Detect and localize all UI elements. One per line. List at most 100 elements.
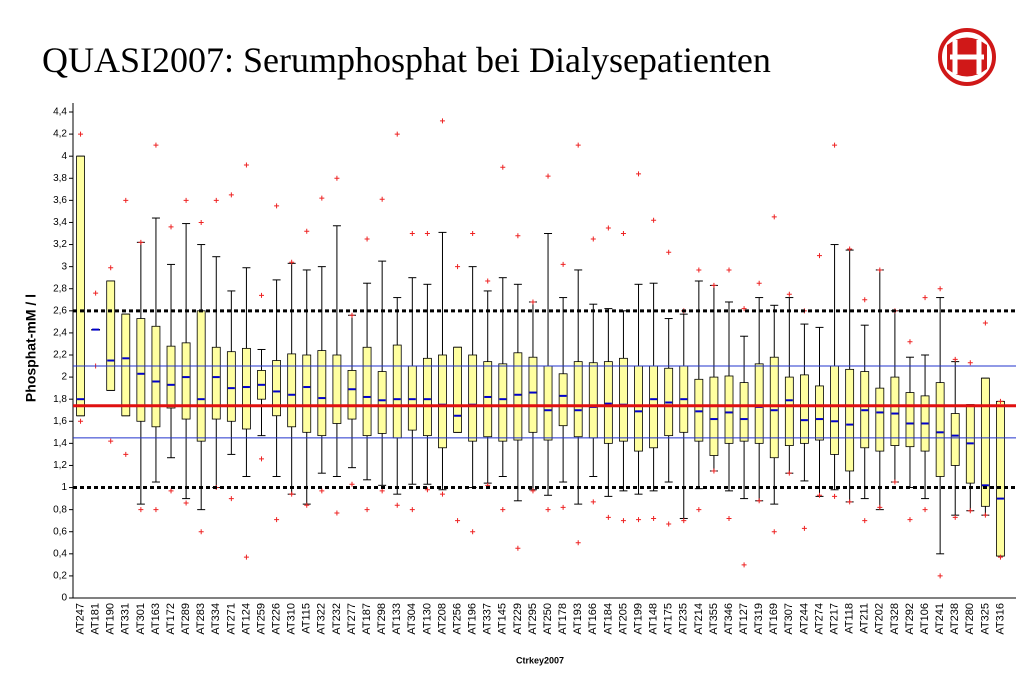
outlier (907, 517, 913, 523)
box (619, 357, 628, 442)
outlier (334, 510, 340, 516)
x-tick-label: AT289 (180, 603, 192, 635)
y-tick-label: 4 (61, 151, 67, 162)
box (543, 365, 553, 441)
outlier (832, 142, 838, 148)
outlier (485, 278, 491, 284)
outlier (967, 508, 973, 514)
outlier (922, 507, 928, 513)
box (603, 361, 613, 444)
y-tick-label: 3,4 (53, 217, 67, 228)
outlier (711, 282, 717, 288)
box (468, 354, 478, 442)
outlier (620, 518, 626, 524)
y-tick-label: 1 (61, 482, 67, 493)
x-tick-label: AT193 (572, 603, 584, 635)
box (106, 280, 116, 391)
outlier (394, 502, 400, 508)
outlier (394, 131, 400, 137)
x-tick-label: AT205 (617, 603, 629, 635)
box (694, 378, 704, 442)
outlier (183, 197, 189, 203)
x-tick-label: AT172 (165, 603, 177, 635)
box (890, 376, 900, 446)
outlier (364, 236, 370, 242)
x-tick-label: AT319 (753, 603, 765, 635)
outlier (590, 499, 596, 505)
outlier (289, 259, 295, 265)
x-tick-label: AT175 (663, 603, 675, 635)
outlier (364, 507, 370, 513)
box (181, 342, 191, 420)
y-tick-label: 2,6 (53, 305, 67, 316)
x-tick-label: AT277 (346, 603, 358, 635)
outlier (726, 267, 732, 273)
x-tick-label: AT322 (316, 603, 328, 635)
box (754, 363, 764, 444)
x-tick-label: AT133 (391, 603, 403, 635)
y-tick-label: 3,6 (53, 195, 67, 206)
outlier (832, 493, 838, 499)
x-tick-label: AT163 (150, 603, 162, 635)
y-tick-label: 0,4 (53, 548, 67, 559)
outlier (545, 507, 551, 513)
box (422, 357, 432, 437)
box (377, 371, 387, 434)
outlier (349, 481, 355, 487)
outlier (259, 292, 265, 298)
box (166, 345, 176, 409)
logo (938, 28, 996, 86)
x-tick-label: AT217 (828, 603, 840, 635)
x-tick-label: AT247 (74, 603, 86, 635)
box (875, 387, 885, 452)
outlier (575, 540, 581, 546)
x-tick-label: AT238 (949, 603, 961, 635)
box (980, 377, 990, 507)
outlier (228, 496, 234, 502)
outlier (771, 529, 777, 535)
outlier (636, 171, 642, 177)
x-tick-label: AT211 (859, 603, 871, 634)
x-tick-label: AT208 (436, 603, 448, 635)
outlier (605, 225, 611, 231)
x-tick-label: AT337 (482, 603, 494, 635)
outlier (651, 515, 657, 521)
outlier (651, 217, 657, 223)
box (272, 360, 281, 417)
outlier (666, 249, 672, 255)
outlier (123, 197, 129, 203)
outlier (666, 521, 672, 527)
box (528, 356, 538, 433)
outlier (756, 280, 762, 286)
x-tick-label: AT325 (979, 603, 991, 635)
box (498, 363, 508, 442)
outlier (937, 573, 943, 579)
outlier (274, 203, 280, 209)
outlier (816, 253, 822, 259)
x-tick-label: AT310 (286, 603, 298, 635)
box (151, 325, 161, 428)
box (845, 368, 855, 472)
x-tick-label: AT292 (904, 603, 916, 635)
x-tick-label: AT280 (964, 603, 976, 635)
outlier (605, 514, 611, 520)
outlier (470, 529, 476, 535)
outlier (982, 320, 988, 326)
box (317, 350, 327, 437)
x-tick-label: AT124 (240, 603, 252, 635)
outlier (726, 515, 732, 521)
box (287, 353, 297, 428)
y-tick-label: 3,2 (53, 239, 67, 250)
outlier (907, 339, 913, 345)
outlier (681, 518, 687, 524)
box (950, 413, 960, 466)
outlier (892, 479, 898, 485)
x-tick-label: AT283 (195, 603, 207, 635)
outlier (379, 488, 385, 494)
outlier (198, 219, 204, 225)
box (362, 346, 372, 437)
outlier (138, 507, 144, 513)
outlier (756, 498, 762, 504)
box (196, 310, 206, 442)
outlier (409, 231, 415, 236)
